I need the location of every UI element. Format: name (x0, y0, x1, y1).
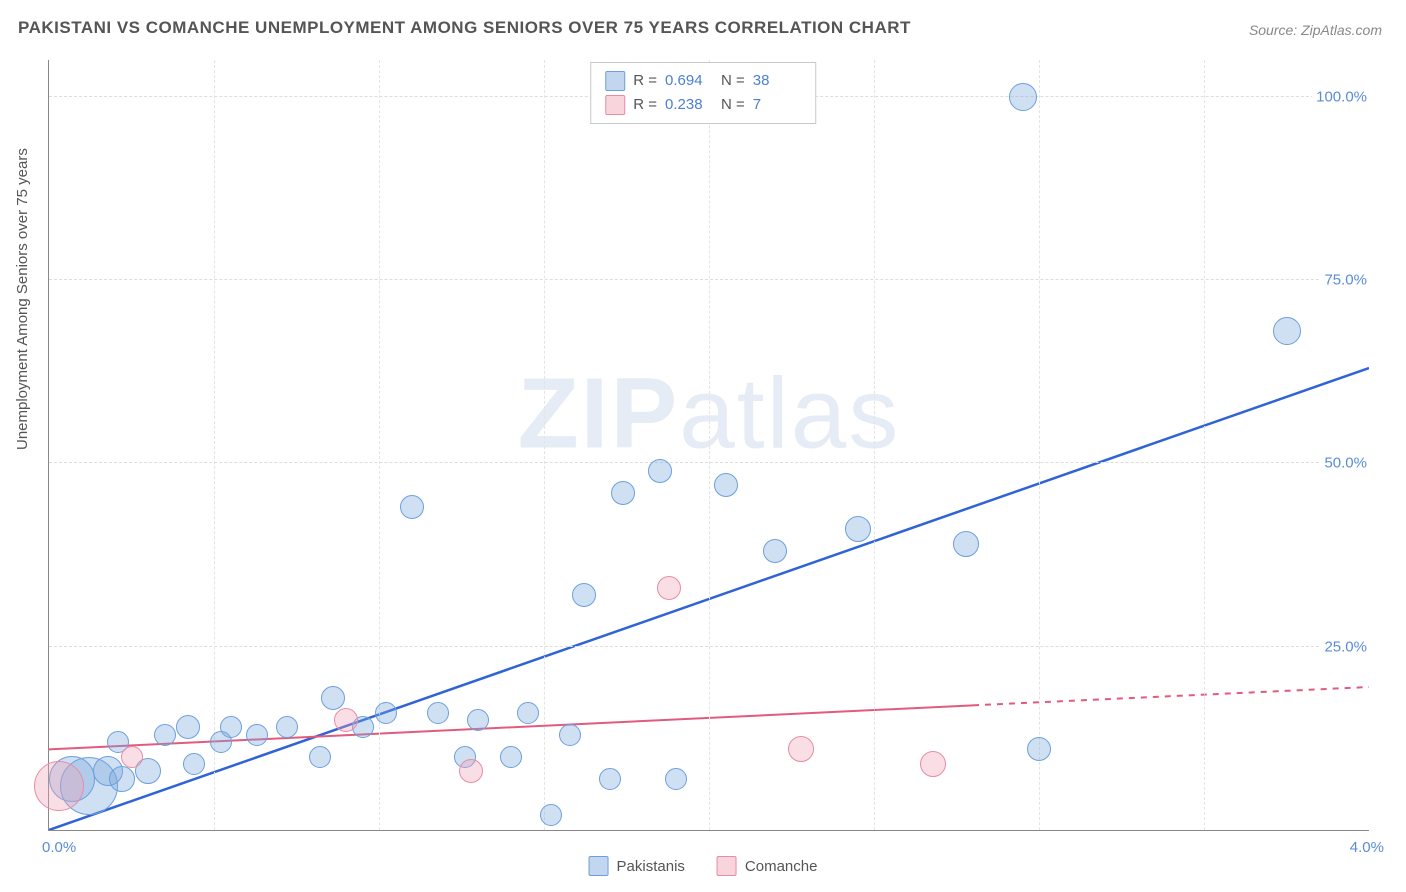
data-point (763, 539, 787, 563)
data-point (183, 753, 205, 775)
data-point (375, 702, 397, 724)
legend-n-label: N = (721, 69, 745, 93)
data-point (459, 759, 483, 783)
y-tick-label: 75.0% (1320, 272, 1371, 289)
y-tick-label: 50.0% (1320, 455, 1371, 472)
data-point (657, 576, 681, 600)
vgridline (544, 60, 545, 830)
legend-r-value: 0.238 (665, 93, 713, 117)
legend-swatch (589, 856, 609, 876)
legend-item: Comanche (717, 856, 818, 876)
y-tick-label: 25.0% (1320, 638, 1371, 655)
data-point (121, 746, 143, 768)
legend-n-value: 38 (753, 69, 801, 93)
data-point (611, 481, 635, 505)
legend-item: Pakistanis (589, 856, 685, 876)
data-point (920, 751, 946, 777)
data-point (648, 459, 672, 483)
data-point (714, 473, 738, 497)
x-tick-min: 0.0% (42, 839, 76, 856)
y-tick-label: 100.0% (1312, 88, 1371, 105)
legend-n-label: N = (721, 93, 745, 117)
data-point (309, 746, 331, 768)
legend-swatch (717, 856, 737, 876)
data-point (334, 708, 358, 732)
vgridline (214, 60, 215, 830)
data-point (220, 716, 242, 738)
data-point (845, 516, 871, 542)
legend-label: Comanche (745, 858, 818, 875)
data-point (246, 724, 268, 746)
legend-r-label: R = (633, 69, 657, 93)
legend-r-value: 0.694 (665, 69, 713, 93)
data-point (1009, 83, 1037, 111)
data-point (1273, 317, 1301, 345)
data-point (427, 702, 449, 724)
correlation-legend: R = 0.694 N = 38 R = 0.238 N = 7 (590, 62, 816, 124)
data-point (559, 724, 581, 746)
data-point (1027, 737, 1051, 761)
legend-swatch (605, 71, 625, 91)
data-point (467, 709, 489, 731)
data-point (517, 702, 539, 724)
data-point (321, 686, 345, 710)
series-legend: Pakistanis Comanche (589, 856, 818, 876)
source-label: Source: ZipAtlas.com (1249, 22, 1382, 38)
vgridline (874, 60, 875, 830)
data-point (599, 768, 621, 790)
data-point (176, 715, 200, 739)
data-point (540, 804, 562, 826)
legend-row: R = 0.694 N = 38 (605, 69, 801, 93)
legend-r-label: R = (633, 93, 657, 117)
vgridline (1204, 60, 1205, 830)
data-point (109, 766, 135, 792)
data-point (665, 768, 687, 790)
scatter-plot: ZIPatlas 25.0%50.0%75.0%100.0% (48, 60, 1369, 831)
legend-swatch (605, 95, 625, 115)
data-point (953, 531, 979, 557)
data-point (154, 724, 176, 746)
data-point (276, 716, 298, 738)
vgridline (709, 60, 710, 830)
data-point (788, 736, 814, 762)
chart-title: PAKISTANI VS COMANCHE UNEMPLOYMENT AMONG… (18, 18, 911, 38)
legend-label: Pakistanis (617, 858, 685, 875)
data-point (572, 583, 596, 607)
y-axis-label: Unemployment Among Seniors over 75 years (14, 148, 31, 450)
legend-row: R = 0.238 N = 7 (605, 93, 801, 117)
legend-n-value: 7 (753, 93, 801, 117)
vgridline (1039, 60, 1040, 830)
data-point (500, 746, 522, 768)
data-point (34, 761, 84, 811)
data-point (400, 495, 424, 519)
x-tick-max: 4.0% (1350, 839, 1384, 856)
